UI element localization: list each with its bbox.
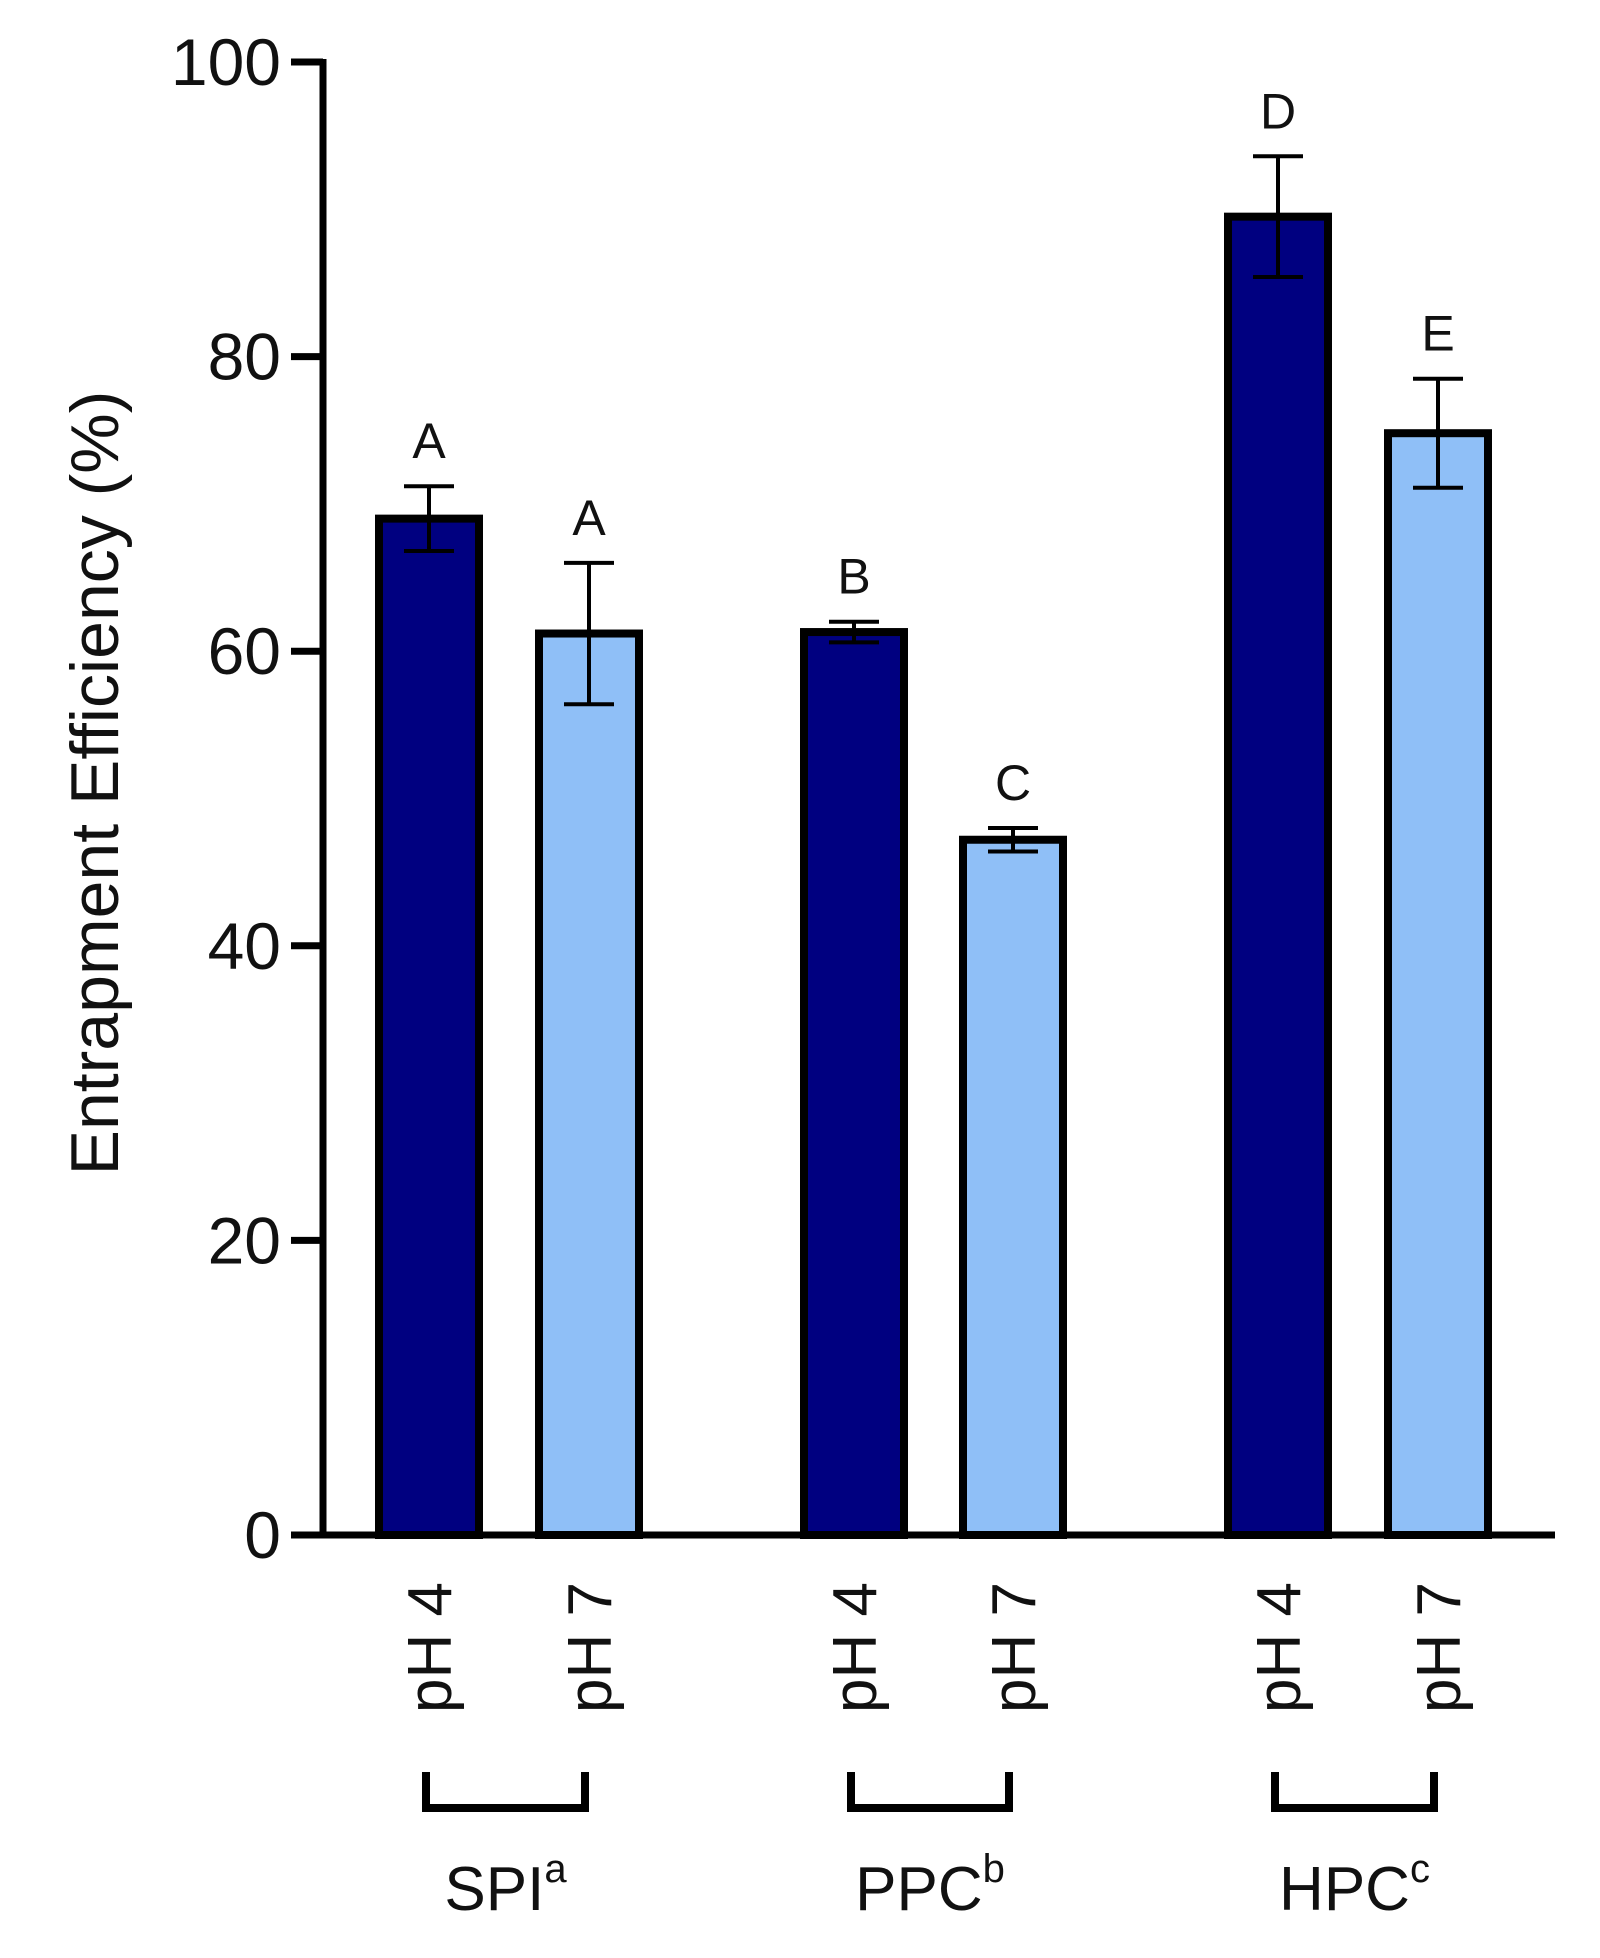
significance-letter: E	[1421, 306, 1454, 362]
group-bracket	[422, 1772, 589, 1812]
significance-letter: C	[995, 755, 1031, 811]
y-tick-label: 40	[208, 909, 281, 983]
bar	[1224, 212, 1332, 1539]
y-tick-label: 100	[171, 25, 281, 99]
x-category-label: pH 7	[1405, 1582, 1474, 1713]
bar	[1384, 429, 1492, 1539]
y-tick-label: 20	[208, 1203, 281, 1277]
bar	[959, 835, 1067, 1539]
group-label: PPCb	[855, 1847, 1005, 1924]
y-tick-label: 60	[208, 614, 281, 688]
y-axis-label: Entrapment Efficiency (%)	[57, 391, 133, 1176]
significance-letter: B	[837, 549, 870, 605]
bar	[800, 628, 908, 1539]
x-category-label: pH 4	[396, 1582, 465, 1713]
group-label: HPCc	[1279, 1847, 1430, 1924]
group-bracket	[847, 1772, 1013, 1812]
plot-area: 0 20 40 60 80 100 ApH 4 ApH 7 BpH 4 CpH 7 DpH 4 EpH…	[171, 25, 1555, 1924]
x-category-label: pH 4	[821, 1582, 890, 1713]
bar	[375, 514, 483, 1539]
group-bracket	[1271, 1772, 1438, 1812]
significance-letter: A	[412, 413, 446, 469]
x-category-label: pH 7	[980, 1582, 1049, 1713]
group-label: SPIa	[444, 1847, 567, 1924]
x-category-label: pH 4	[1245, 1582, 1314, 1713]
y-tick-label: 80	[208, 320, 281, 394]
bar	[535, 629, 643, 1539]
significance-letter: A	[572, 490, 606, 546]
y-tick-label: 0	[244, 1498, 281, 1572]
significance-letter: D	[1260, 83, 1296, 139]
x-category-label: pH 7	[556, 1582, 625, 1713]
